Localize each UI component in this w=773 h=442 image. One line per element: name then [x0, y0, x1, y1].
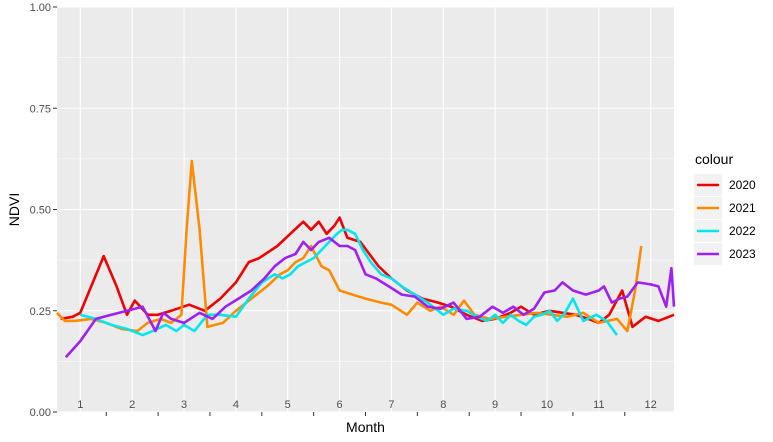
- y-tick-label: 0.00: [30, 407, 51, 419]
- y-tick-label: 0.50: [30, 205, 51, 217]
- month-label: 12: [645, 399, 657, 411]
- y-tick-label: 0.25: [30, 306, 51, 318]
- y-axis-title: NDVI: [6, 193, 22, 226]
- month-label: 2: [129, 399, 135, 411]
- month-label: 3: [181, 399, 187, 411]
- legend-label-2021: 2021: [729, 201, 756, 215]
- month-label: 8: [440, 399, 446, 411]
- y-tick-label: 1.00: [30, 2, 51, 14]
- month-label: 10: [541, 399, 553, 411]
- month-label: 1: [77, 399, 83, 411]
- series-line-2023: [64, 236, 676, 359]
- legend: colour 2020 2021 2022 2023: [694, 151, 756, 265]
- grid-minor: [57, 57, 674, 362]
- month-label: 4: [233, 399, 239, 411]
- legend-items: 2020 2021 2022 2023: [694, 174, 756, 265]
- month-label: 6: [337, 399, 343, 411]
- month-label: 9: [492, 399, 498, 411]
- series-line-2022: [79, 228, 619, 337]
- x-axis: 1 2 3 4 5 6 7 8 9 10 11 12: [77, 399, 657, 416]
- y-tick-label: 0.75: [30, 103, 51, 115]
- grid-major: [57, 6, 674, 413]
- month-label: 7: [388, 399, 394, 411]
- legend-label-2023: 2023: [729, 247, 756, 261]
- y-axis: 0.00 0.25 0.50 0.75 1.00: [30, 2, 57, 419]
- legend-title: colour: [695, 151, 733, 167]
- series-layer: [56, 159, 676, 359]
- month-label: 11: [593, 399, 604, 411]
- x-axis-title: Month: [346, 419, 385, 435]
- legend-label-2022: 2022: [729, 224, 756, 238]
- month-label: 5: [285, 399, 291, 411]
- legend-label-2020: 2020: [729, 178, 756, 192]
- series-line-2021: [56, 159, 643, 333]
